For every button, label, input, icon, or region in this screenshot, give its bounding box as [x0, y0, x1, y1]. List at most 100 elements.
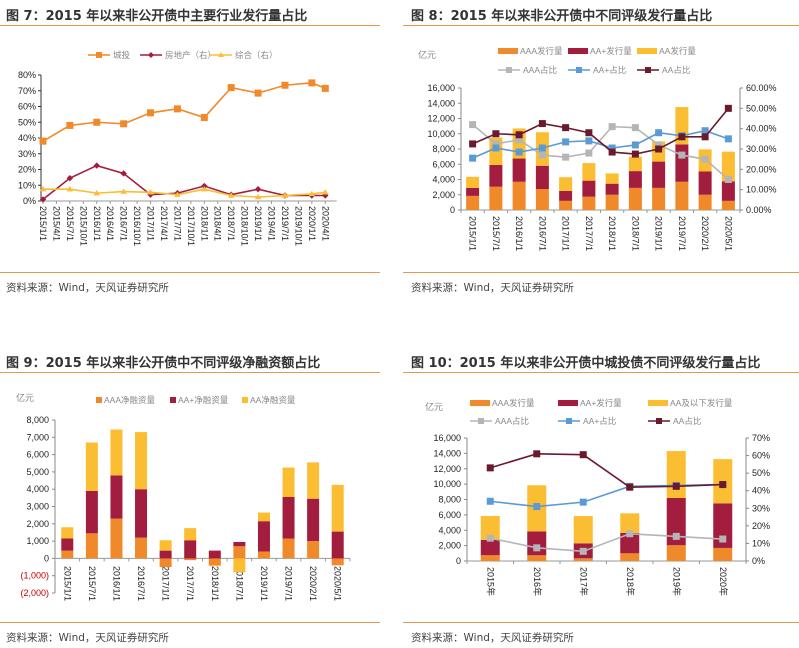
data-point	[719, 481, 727, 489]
bar-segment	[85, 442, 98, 491]
bar-segment	[257, 551, 270, 559]
x-tick-label: 2016/10/1	[132, 206, 142, 246]
bar-segment	[257, 512, 270, 522]
bar-segment	[573, 516, 593, 544]
data-point	[533, 503, 541, 511]
bar-segment	[480, 516, 500, 540]
x-tick-label: 2017/4/1	[159, 206, 169, 241]
series-line-0	[42, 82, 326, 142]
x-tick-label: 2019/4/1	[267, 206, 277, 241]
bar-segment	[666, 545, 686, 561]
data-point	[515, 131, 523, 139]
bar-segment	[135, 537, 148, 559]
x-tick-label: 2015/10/1	[78, 206, 88, 246]
data-point	[672, 482, 680, 490]
bar-segment	[620, 532, 640, 554]
data-point	[227, 192, 235, 198]
source-divider	[403, 622, 799, 623]
data-point	[492, 130, 500, 138]
data-point	[724, 135, 732, 143]
y-tick-label: 50%	[18, 117, 36, 127]
legend-label: AAA占比	[495, 416, 529, 426]
data-point	[631, 141, 639, 149]
y-tick-label: 0	[456, 556, 461, 566]
bar-segment	[652, 187, 666, 210]
bar-segment	[582, 163, 596, 181]
y-tick-label: 2,000	[26, 519, 49, 529]
x-tick-label: 2016/7/1	[136, 566, 146, 601]
legend-label: AA+占比	[593, 65, 626, 75]
x-tick-label: 2017/7/1	[172, 206, 182, 241]
data-point	[579, 547, 587, 555]
bar-segment	[582, 196, 596, 210]
legend-marker	[576, 67, 582, 73]
y-tick-label: 16,000	[433, 433, 461, 443]
data-point	[492, 140, 500, 148]
data-point	[585, 137, 593, 145]
x-tick-label: 2018/1/1	[607, 216, 617, 251]
series-line-0	[472, 123, 729, 181]
y-tick-label: 7,000	[26, 432, 49, 442]
legend-swatch	[568, 48, 588, 54]
data-point	[308, 190, 316, 197]
y2-tick-label: 10.00%	[746, 185, 777, 195]
series-line-2	[490, 453, 723, 489]
legend-marker	[218, 52, 224, 57]
data-point	[308, 79, 316, 87]
bar-segment	[282, 496, 295, 539]
series-line-0	[490, 532, 723, 553]
bar-segment	[331, 484, 344, 532]
x-tick-label: 2016/1/1	[514, 216, 524, 251]
data-point	[655, 129, 663, 137]
data-point	[486, 464, 494, 472]
data-point	[120, 170, 127, 177]
x-tick-label: 2016年	[532, 567, 543, 596]
x-tick-label: 2015/7/1	[65, 206, 75, 241]
bar-segment	[208, 550, 221, 559]
x-tick-label: 2016/4/1	[105, 206, 115, 241]
bar-segment	[559, 190, 573, 201]
series-line-1	[490, 483, 723, 508]
bar-segment	[208, 558, 221, 566]
x-tick-label: 2018/7/1	[226, 206, 236, 241]
legend-label: AAA发行量	[520, 46, 563, 56]
bar-segment	[605, 183, 619, 195]
data-point	[655, 141, 663, 149]
bar-segment	[698, 171, 712, 195]
bar-segment	[466, 195, 480, 210]
bar-segment	[331, 558, 344, 566]
x-tick-label: 2015/1/1	[38, 206, 48, 241]
y-tick-label: 2,000	[432, 190, 455, 200]
y-tick-label: 1,000	[26, 536, 49, 546]
x-tick-label: 2015/1/1	[62, 566, 72, 601]
bar-segment	[85, 490, 98, 534]
data-point	[562, 153, 570, 161]
bar-segment	[713, 503, 733, 548]
x-tick-label: 2015/7/1	[491, 216, 501, 251]
data-point	[147, 109, 155, 117]
data-point	[227, 84, 235, 92]
y2-tick-label: 50.00%	[746, 103, 777, 113]
bar-segment	[675, 144, 689, 182]
legend-label: AA+发行量	[590, 46, 632, 56]
y-tick-label: 5,000	[26, 467, 49, 477]
bar-segment	[184, 540, 197, 559]
legend-swatch	[558, 400, 578, 406]
data-point	[120, 120, 128, 128]
bar-segment	[620, 513, 640, 533]
y-unit-label: 亿元	[425, 401, 443, 412]
bar-segment	[535, 189, 549, 210]
y-tick-label: 40%	[18, 133, 36, 143]
data-point	[515, 148, 523, 156]
bar-segment	[480, 555, 500, 561]
bar-segment	[675, 181, 689, 210]
data-point	[579, 451, 587, 459]
y-tick-label: 0%	[23, 196, 36, 206]
y-tick-label: 10,000	[427, 129, 455, 139]
data-point	[66, 174, 74, 182]
legend-label: AA+发行量	[580, 398, 622, 408]
title-divider	[403, 372, 799, 373]
data-point	[93, 162, 100, 169]
y2-tick-label: 70%	[752, 433, 770, 443]
legend-label: AAA净融资量	[104, 395, 156, 405]
